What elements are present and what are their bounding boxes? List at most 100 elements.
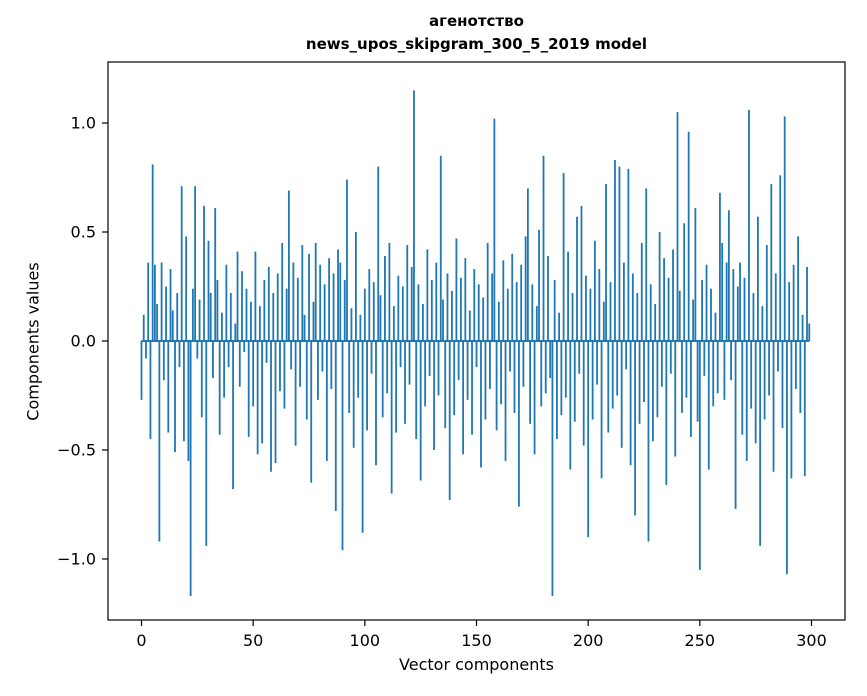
- bar: [156, 303, 159, 341]
- bar: [212, 341, 214, 379]
- bar: [480, 341, 482, 468]
- bar: [247, 341, 250, 437]
- bar: [209, 293, 212, 341]
- bar: [145, 341, 147, 359]
- bar: [439, 155, 442, 341]
- bar: [162, 341, 165, 381]
- bar: [656, 341, 659, 418]
- bar: [544, 341, 547, 394]
- bar: [788, 282, 791, 341]
- bar: [473, 269, 476, 341]
- x-tick-label: 150: [461, 631, 492, 650]
- bar: [669, 341, 672, 374]
- bar: [774, 273, 777, 341]
- bar: [174, 341, 176, 453]
- bar: [459, 277, 462, 341]
- bar: [703, 341, 706, 376]
- bar: [489, 341, 491, 389]
- bar: [272, 293, 275, 341]
- bar: [790, 341, 793, 479]
- bar: [477, 284, 480, 341]
- bar: [745, 341, 748, 461]
- bar: [629, 341, 632, 466]
- bar: [290, 341, 293, 370]
- bar: [410, 266, 413, 341]
- bar: [370, 341, 373, 374]
- bar: [198, 299, 201, 341]
- bar: [196, 341, 199, 359]
- bar: [674, 341, 677, 457]
- bar: [772, 341, 775, 472]
- bar: [288, 190, 290, 341]
- bar: [252, 341, 255, 407]
- bar: [455, 238, 458, 341]
- bar: [334, 341, 337, 512]
- bar: [799, 341, 802, 413]
- bar: [401, 286, 404, 341]
- bar: [442, 299, 444, 341]
- bar: [676, 112, 679, 341]
- bar: [743, 277, 746, 341]
- y-tick-label: 0.5: [71, 223, 96, 242]
- bar: [341, 341, 344, 551]
- bar: [777, 341, 779, 372]
- bar: [739, 262, 741, 341]
- bar: [348, 341, 351, 413]
- bar: [355, 232, 357, 341]
- bar: [558, 312, 561, 341]
- bar: [392, 306, 395, 342]
- bar: [547, 255, 549, 341]
- bar: [748, 109, 750, 341]
- bar: [227, 341, 230, 368]
- bar: [660, 341, 663, 387]
- bar: [343, 279, 346, 341]
- bar: [296, 277, 299, 341]
- bar: [267, 266, 270, 341]
- bar: [589, 288, 592, 341]
- bar: [524, 236, 527, 342]
- bar: [652, 341, 654, 442]
- bar: [451, 290, 453, 341]
- bar: [723, 341, 726, 400]
- bar: [734, 341, 737, 509]
- bar: [254, 251, 257, 341]
- bar: [623, 262, 625, 341]
- bar: [466, 341, 469, 400]
- bar: [716, 341, 719, 394]
- bar: [379, 295, 382, 341]
- bar: [538, 229, 540, 341]
- bar: [395, 341, 397, 433]
- bar: [243, 341, 246, 352]
- bar: [614, 160, 616, 341]
- bar: [808, 323, 811, 341]
- bar: [276, 273, 279, 341]
- bar: [350, 308, 353, 341]
- bar: [274, 341, 277, 464]
- bar: [339, 262, 342, 341]
- bar: [806, 266, 808, 341]
- bar: [216, 279, 219, 341]
- bar: [582, 341, 585, 446]
- x-axis-label: Vector components: [399, 655, 554, 674]
- bar: [149, 341, 152, 440]
- bar: [140, 341, 143, 400]
- bar: [667, 277, 670, 341]
- bar: [413, 90, 415, 341]
- bar: [531, 284, 534, 341]
- bar: [620, 341, 623, 448]
- bar: [265, 341, 268, 363]
- bar: [719, 192, 721, 341]
- bar: [571, 293, 574, 341]
- bar: [294, 341, 297, 446]
- bar: [576, 216, 578, 341]
- bar: [408, 341, 411, 385]
- bar: [330, 341, 333, 389]
- bar: [518, 341, 520, 507]
- bar: [513, 341, 516, 413]
- y-tick-label: 0.0: [71, 332, 96, 351]
- x-tick-label: 200: [573, 631, 604, 650]
- bar: [160, 262, 163, 341]
- bar: [424, 341, 427, 407]
